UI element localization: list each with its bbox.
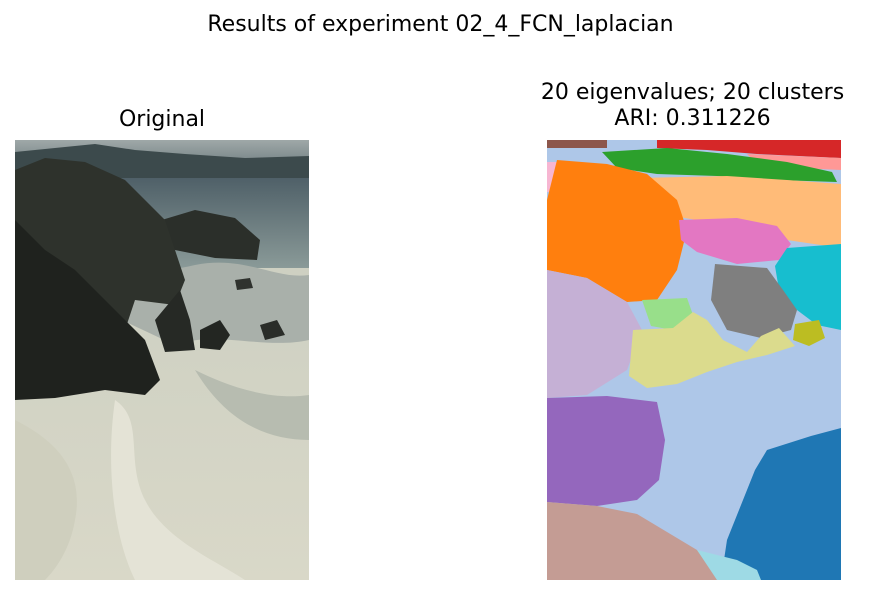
original-image xyxy=(15,140,309,580)
cluster-region xyxy=(711,264,797,338)
original-title: Original xyxy=(118,107,206,132)
cluster-region xyxy=(697,550,761,580)
cluster-region xyxy=(547,160,687,302)
cluster-region xyxy=(721,428,841,580)
cluster-region xyxy=(657,140,841,158)
clusters-title-line1: 20 eigenvalues; 20 clusters xyxy=(540,80,845,105)
cluster-map xyxy=(547,140,841,580)
cluster-region xyxy=(602,148,837,182)
ari-score: ARI: 0.311226 xyxy=(614,106,771,131)
cluster-region xyxy=(775,244,841,330)
cluster-region xyxy=(637,176,841,248)
cluster-region xyxy=(642,298,693,330)
cluster-region xyxy=(747,154,841,170)
cluster-region xyxy=(547,502,717,580)
figure-suptitle: Results of experiment 02_4_FCN_laplacian xyxy=(207,12,674,37)
cluster-region xyxy=(547,396,665,506)
cluster-region xyxy=(547,270,642,398)
cluster-region xyxy=(547,140,607,148)
cluster-region xyxy=(679,218,791,264)
cluster-region xyxy=(629,312,795,388)
clusters-title: 20 eigenvalues; 20 clusters ARI: 0.31122… xyxy=(500,80,881,132)
cluster-region xyxy=(793,320,825,346)
coastline-photo xyxy=(15,140,309,580)
segmentation-image xyxy=(547,140,841,580)
